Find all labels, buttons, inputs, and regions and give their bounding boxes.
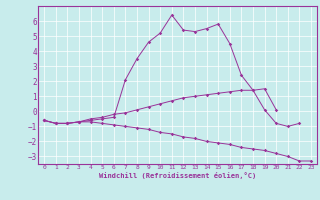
X-axis label: Windchill (Refroidissement éolien,°C): Windchill (Refroidissement éolien,°C) — [99, 172, 256, 179]
